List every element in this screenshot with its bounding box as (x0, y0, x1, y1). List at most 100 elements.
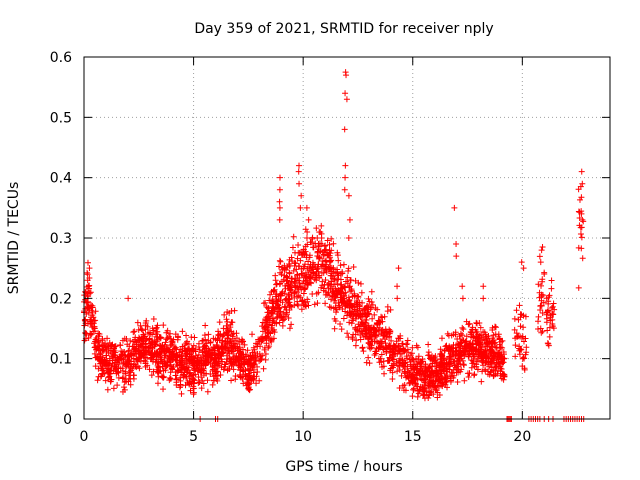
data-point (404, 337, 411, 344)
data-point (218, 343, 225, 350)
data-point (474, 320, 481, 327)
data-point (227, 324, 234, 331)
data-point (477, 324, 484, 331)
data-point (443, 372, 450, 379)
data-point (328, 304, 335, 311)
data-point (142, 337, 149, 344)
data-point (280, 310, 287, 317)
data-point (369, 315, 376, 322)
data-point (276, 186, 283, 193)
data-point (538, 302, 545, 309)
data-point (579, 216, 586, 223)
data-point (386, 354, 393, 361)
data-point (379, 314, 386, 321)
data-point (381, 330, 388, 337)
data-point (375, 355, 382, 362)
data-point (219, 339, 226, 346)
data-point (357, 280, 364, 287)
data-point (211, 344, 218, 351)
data-point (120, 384, 127, 391)
data-point (421, 388, 428, 395)
data-point (396, 347, 403, 354)
data-point (244, 358, 251, 365)
data-point (225, 365, 232, 372)
data-point (389, 369, 396, 376)
data-point (120, 374, 127, 381)
x-tick-label: 5 (189, 429, 198, 445)
data-point (277, 269, 284, 276)
data-point (578, 245, 585, 252)
data-point (242, 351, 249, 358)
data-point (240, 338, 247, 345)
data-point (492, 344, 499, 351)
data-point (287, 287, 294, 294)
y-tick-label: 0.1 (50, 352, 72, 368)
data-point (409, 393, 416, 400)
data-point (537, 259, 544, 266)
data-point (325, 264, 332, 271)
data-point (295, 168, 302, 175)
data-point (490, 373, 497, 380)
data-point (427, 389, 434, 396)
y-axis-label: SRMTID / TECUs (6, 182, 22, 295)
data-point (246, 380, 253, 387)
data-point (251, 373, 258, 380)
data-point (212, 366, 219, 373)
data-point (284, 277, 291, 284)
data-point (334, 252, 341, 259)
data-point (414, 344, 421, 351)
data-point (380, 358, 387, 365)
data-points (81, 69, 587, 422)
data-point (578, 210, 585, 217)
data-point (453, 241, 460, 248)
data-point (175, 334, 182, 341)
data-point (458, 352, 465, 359)
data-point (303, 204, 310, 211)
data-point (419, 367, 426, 374)
data-point (365, 324, 372, 331)
data-point (381, 370, 388, 377)
data-point (283, 278, 290, 285)
data-point (368, 288, 375, 295)
data-point (195, 340, 202, 347)
data-point (302, 277, 309, 284)
data-point (223, 359, 230, 366)
data-point (408, 365, 415, 372)
data-point (520, 324, 527, 331)
data-point (263, 319, 270, 326)
data-point (490, 332, 497, 339)
data-point (480, 295, 487, 302)
data-point (404, 372, 411, 379)
data-point (485, 368, 492, 375)
data-point (545, 294, 552, 301)
data-point (173, 376, 180, 383)
data-point (449, 370, 456, 377)
data-point (322, 242, 329, 249)
data-point (102, 362, 109, 369)
data-point (137, 322, 144, 329)
data-point (302, 261, 309, 268)
data-point (361, 306, 368, 313)
data-point (349, 308, 356, 315)
data-point (373, 327, 380, 334)
data-point (333, 270, 340, 277)
data-point (466, 370, 473, 377)
data-point (426, 351, 433, 358)
data-point (160, 386, 167, 393)
data-point (306, 275, 313, 282)
data-point (160, 322, 167, 329)
data-point (543, 309, 550, 316)
data-point (344, 280, 351, 287)
data-point (195, 351, 202, 358)
data-point (247, 366, 254, 373)
data-point (112, 343, 119, 350)
data-point (154, 362, 161, 369)
data-point (158, 373, 165, 380)
data-point (366, 334, 373, 341)
data-point (299, 271, 305, 278)
data-point (325, 280, 332, 287)
data-point (430, 370, 437, 377)
data-point (161, 348, 168, 355)
data-point (303, 235, 310, 241)
